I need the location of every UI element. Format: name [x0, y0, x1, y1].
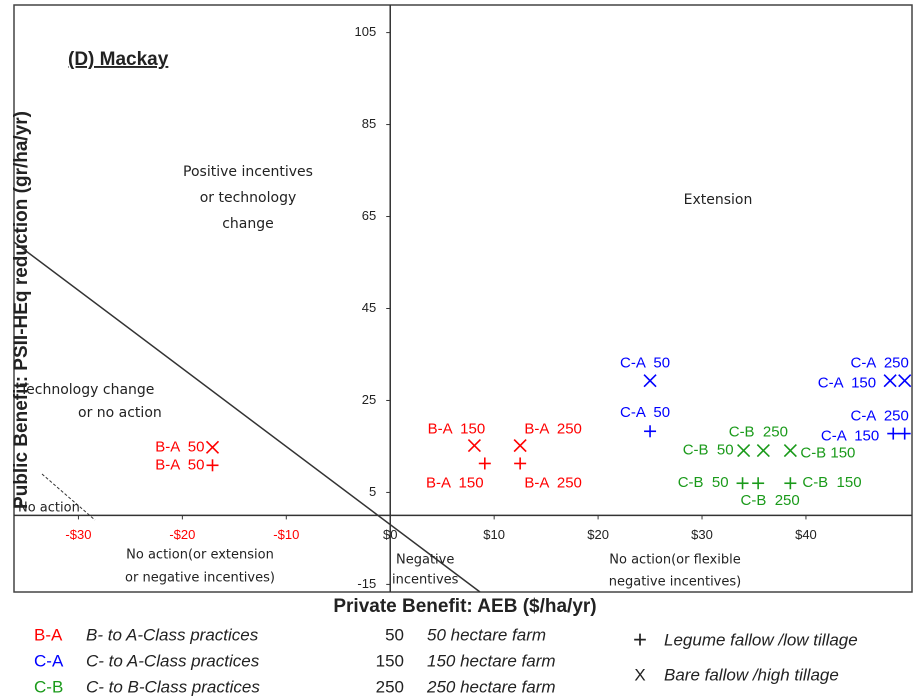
point-label: B-A 250: [524, 420, 582, 437]
chart-title: (D) Mackay: [68, 49, 169, 70]
x-tick-label: $0: [383, 527, 397, 542]
annotation: negative incentives): [609, 575, 741, 590]
point: [883, 374, 897, 388]
y-axis-label: Public Benefit: PSII-HEq reduction (gr/h…: [11, 111, 32, 509]
annotation: or technology: [200, 190, 297, 206]
y-tick-label: 65: [362, 208, 376, 223]
point-label: C-B 250: [729, 424, 788, 441]
point: [644, 425, 657, 438]
point: [783, 444, 797, 458]
legend-key: C-A: [34, 651, 64, 670]
point: [643, 374, 657, 388]
y-tick-label: -15: [357, 576, 376, 591]
annotation: No action(or extension: [126, 548, 274, 563]
point-label: C-A 250: [850, 408, 908, 425]
legend-label: B- to A-Class practices: [86, 625, 259, 644]
point-label: B-A 150: [428, 420, 486, 437]
y-tick-label: 5: [369, 484, 376, 499]
point-label: C-A 150: [818, 375, 876, 392]
annotation: Negative: [396, 553, 454, 568]
legend-label: Bare fallow /high tillage: [664, 665, 839, 684]
x-tick-label: $10: [483, 527, 505, 542]
legend-label: C- to B-Class practices: [86, 677, 260, 696]
point: [513, 438, 527, 453]
x-tick-label: $20: [587, 527, 609, 542]
point-label: C-A 250: [850, 355, 908, 372]
point: [737, 444, 751, 458]
y-tick-label: 45: [362, 300, 376, 315]
legend-key: 250: [376, 677, 404, 696]
x-tick-label: $30: [691, 527, 713, 542]
x-tick-label: -$30: [65, 527, 91, 542]
x-axis-label: Private Benefit: AEB ($/ha/yr): [333, 596, 596, 617]
point: [898, 427, 911, 440]
boundary-line: [13, 241, 481, 593]
point: [467, 438, 481, 453]
y-tick-label: 85: [362, 116, 376, 131]
point-label: B-A 50: [155, 438, 204, 455]
point-label: C-A 50: [620, 355, 670, 372]
annotation: Positive incentives: [183, 164, 313, 180]
annotation: incentives: [392, 573, 459, 588]
legend-label: Legume fallow /low tillage: [664, 630, 858, 649]
point-label: C-A 50: [620, 404, 670, 421]
point: [898, 374, 912, 388]
legend-key: 150: [376, 651, 404, 670]
x-tick-label: -$20: [169, 527, 195, 542]
point: [736, 477, 749, 490]
legend-key: +: [633, 626, 647, 653]
point-label: C-B 50: [678, 474, 729, 491]
legend-key: C-B: [34, 677, 63, 696]
annotation: No action(or flexible: [609, 553, 740, 568]
point-label: B-A 250: [524, 474, 582, 491]
point: [752, 477, 765, 490]
point-label: B-A 150: [426, 474, 484, 491]
point: [756, 444, 770, 458]
y-tick-label: 25: [362, 392, 376, 407]
x-tick-label: -$10: [273, 527, 299, 542]
point: [205, 440, 220, 454]
annotation: or no action: [78, 405, 162, 421]
legend-key: 50: [385, 625, 404, 644]
point-label: C-B 250: [741, 492, 800, 509]
x-tick-label: $40: [795, 527, 817, 542]
legend-key: X: [634, 665, 645, 684]
point: [478, 457, 491, 470]
point-label: C-B 50: [683, 442, 734, 459]
point: [887, 427, 900, 440]
y-tick-label: 105: [355, 24, 377, 39]
annotation: change: [222, 216, 274, 232]
annotation: Technology change: [19, 382, 154, 398]
point-label: B-A 50: [155, 456, 204, 473]
annotation: or negative incentives): [125, 571, 275, 586]
annotation: No action: [18, 501, 80, 516]
point-label: C-A 150: [821, 428, 879, 445]
point: [514, 457, 527, 470]
point-label: C-B 150: [800, 445, 855, 462]
legend-label: 250 hectare farm: [426, 677, 556, 696]
annotation: Extension: [684, 192, 753, 208]
point: [784, 477, 797, 490]
legend-label: 50 hectare farm: [427, 625, 546, 644]
legend-label: C- to A-Class practices: [86, 651, 260, 670]
legend-label: 150 hectare farm: [427, 651, 556, 670]
point: [206, 459, 219, 472]
plot-frame: [13, 4, 913, 593]
legend-key: B-A: [34, 625, 63, 644]
no-action-line: [41, 473, 96, 521]
point-label: C-B 150: [802, 474, 861, 491]
